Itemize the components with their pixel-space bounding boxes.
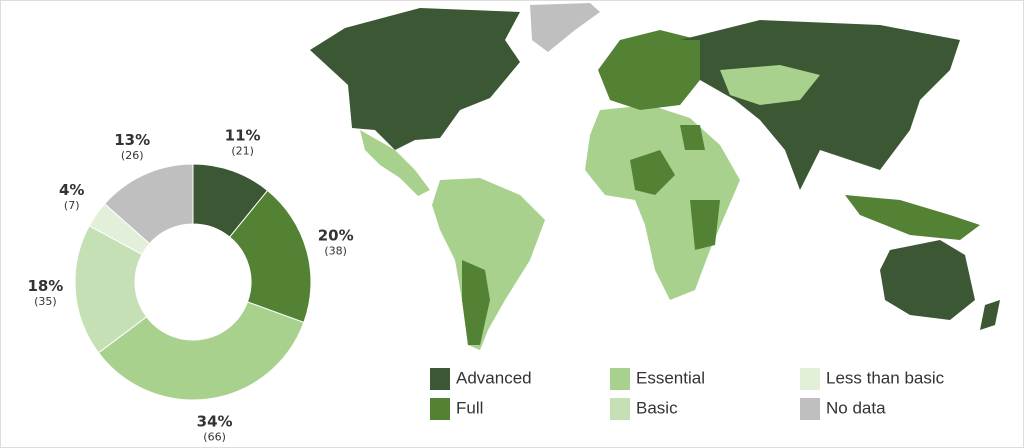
legend-swatch xyxy=(430,368,450,390)
australia xyxy=(880,240,975,320)
donut: 11%(21) 20%(38) 34%(66) 18%(35) 4%(7) 13%(26) xyxy=(27,127,353,444)
south-america xyxy=(432,178,545,350)
legend-swatch xyxy=(430,398,450,420)
new-zealand xyxy=(980,300,1000,330)
donut-slice xyxy=(228,189,312,324)
world-map xyxy=(310,3,1000,350)
central-asia xyxy=(720,65,820,105)
africa xyxy=(585,105,740,300)
count-label: (35) xyxy=(34,295,57,308)
central-america xyxy=(360,130,430,196)
count-label: (66) xyxy=(203,430,226,443)
percent-label: 13% xyxy=(114,131,150,149)
legend-label: Essential xyxy=(636,368,705,387)
legend-label: Less than basic xyxy=(826,368,945,387)
count-label: (21) xyxy=(231,145,254,158)
africa-full xyxy=(630,125,720,250)
north-america xyxy=(310,8,520,150)
percent-label: 4% xyxy=(59,181,84,199)
count-label: (38) xyxy=(324,245,347,258)
count-label: (26) xyxy=(121,149,144,162)
legend-swatch xyxy=(610,368,630,390)
percent-label: 11% xyxy=(225,127,261,145)
legend-label: Basic xyxy=(636,398,678,417)
europe xyxy=(598,30,700,110)
donut-slice xyxy=(103,163,194,245)
percent-label: 18% xyxy=(27,277,63,295)
legend-label: No data xyxy=(826,398,886,417)
legend: Advanced Full Essential Basic Less than basi… xyxy=(430,368,945,420)
legend-swatch xyxy=(610,398,630,420)
legend-swatch xyxy=(800,368,820,390)
indonesia xyxy=(845,195,980,240)
legend-swatch xyxy=(800,398,820,420)
asia xyxy=(680,20,960,190)
percent-label: 20% xyxy=(318,227,354,245)
count-label: (7) xyxy=(64,199,80,212)
percent-label: 34% xyxy=(197,412,233,430)
legend-label: Full xyxy=(456,398,483,417)
greenland xyxy=(530,3,600,52)
argentina xyxy=(462,260,490,345)
donut-slice xyxy=(97,301,305,401)
legend-label: Advanced xyxy=(456,368,532,387)
